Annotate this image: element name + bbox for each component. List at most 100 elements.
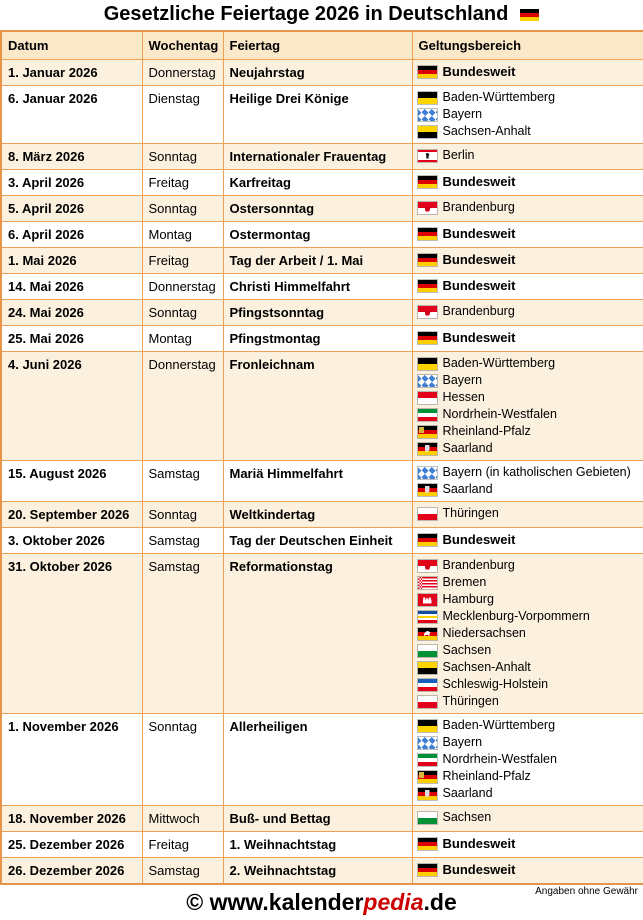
region-name: Bundesweit [442,330,516,345]
table-row: 6. April 2026 Montag Ostermontag Bundesweit [0,221,643,248]
date-cell: 3. April 2026 [0,169,143,196]
table-row: 1. Januar 2026 Donnerstag Neujahrstag Bunde… [0,59,643,86]
flag-by-icon [417,374,437,387]
page-header: Gesetzliche Feiertage 2026 in Deutschlan… [0,0,643,30]
copyright-prefix: © www.kalender [186,889,364,915]
regions-cell: Brandenburg [411,299,643,326]
region-name: Brandenburg [442,558,515,572]
region-name: Bundesweit [442,532,516,547]
holidays-table-body: 1. Januar 2026 Donnerstag Neujahrstag Bunde… [0,59,643,885]
page-title: Gesetzliche Feiertage 2026 in Deutschlan… [103,3,509,25]
region-item: Hamburg [417,591,639,608]
flag-sn-icon [417,811,437,824]
region-name: Bayern [442,107,483,121]
flag-rp-icon [417,425,437,438]
region-item: Sachsen [417,642,639,659]
weekday-cell: Freitag [141,831,224,858]
region-item: Brandenburg [417,199,639,216]
flag-by-icon [417,736,437,749]
table-row: 31. Oktober 2026 Samstag Reformationstag Br… [0,553,643,714]
holiday-cell: Reformationstag [222,553,413,714]
region-name: Brandenburg [442,304,515,318]
holiday-cell: Christi Himmelfahrt [222,273,413,300]
table-row: 6. Januar 2026 Dienstag Heilige Drei König… [0,85,643,144]
region-name: Sachsen [442,810,492,824]
region-item: Bundesweit [417,63,639,80]
region-item: Bundesweit [417,835,639,852]
date-cell: 1. Mai 2026 [0,247,143,274]
weekday-cell: Freitag [141,169,224,196]
flag-de-icon [417,331,437,344]
region-name: Rheinland-Pfalz [442,769,531,783]
region-item: Bundesweit [417,173,639,190]
region-name: Rheinland-Pfalz [442,424,531,438]
german-flag-icon [520,8,540,21]
weekday-cell: Sonntag [141,143,224,170]
region-name: Baden-Württemberg [442,90,556,104]
table-row: 14. Mai 2026 Donnerstag Christi Himmelfahr… [0,273,643,300]
flag-st-icon [417,125,437,138]
region-item: Bundesweit [417,531,639,548]
region-item: Sachsen-Anhalt [417,123,639,140]
region-item: Hessen [417,389,639,406]
table-row: 26. Dezember 2026 Samstag 2. Weihnachtstag… [0,857,643,885]
region-name: Brandenburg [442,200,515,214]
flag-hh-icon [417,593,437,606]
regions-cell: Bundesweit [411,247,643,274]
flag-nw-icon [417,408,437,421]
column-header-wochentag: Wochentag [141,30,224,60]
flag-rp-icon [417,770,437,783]
region-name: Hamburg [442,592,494,606]
holiday-cell: Ostersonntag [222,195,413,222]
regions-cell: Baden-Württemberg Bayern Hessen Nordrhein-W… [411,351,643,461]
table-row: 1. Mai 2026 Freitag Tag der Arbeit / 1. Ma… [0,247,643,274]
holiday-cell: Tag der Deutschen Einheit [222,527,413,554]
date-cell: 1. November 2026 [0,713,143,806]
weekday-cell: Donnerstag [141,351,224,461]
holiday-cell: 1. Weihnachtstag [222,831,413,858]
table-row: 3. Oktober 2026 Samstag Tag der Deutschen … [0,527,643,554]
column-header-geltungsbereich: Geltungsbereich [411,30,643,60]
regions-cell: Bundesweit [411,527,643,554]
region-item: Bundesweit [417,277,639,294]
column-header-feiertag: Feiertag [222,30,413,60]
flag-de-icon [417,533,437,546]
region-name: Saarland [442,786,493,800]
region-item: Sachsen-Anhalt [417,659,639,676]
weekday-cell: Montag [141,325,224,352]
regions-cell: Bundesweit [411,831,643,858]
region-item: Niedersachsen [417,625,639,642]
region-name: Bayern (in katholischen Gebieten) [442,465,631,479]
weekday-cell: Sonntag [141,501,224,528]
region-item: Baden-Württemberg [417,89,639,106]
regions-cell: Bundesweit [411,59,643,86]
flag-bb-icon [417,305,437,318]
weekday-cell: Mittwoch [141,805,224,832]
date-cell: 6. Januar 2026 [0,85,143,144]
flag-by-icon [417,108,437,121]
region-name: Mecklenburg-Vorpommern [442,609,590,623]
region-item: Brandenburg [417,557,639,574]
holiday-cell: Ostermontag [222,221,413,248]
weekday-cell: Samstag [141,857,224,885]
table-row: 1. November 2026 Sonntag Allerheiligen Bade… [0,713,643,806]
regions-cell: Berlin [411,143,643,170]
flag-bw-icon [417,719,437,732]
table-row: 24. Mai 2026 Sonntag Pfingstsonntag Branden… [0,299,643,326]
flag-st-icon [417,661,437,674]
regions-cell: Brandenburg Bremen Hamburg Mecklenburg-Vorp… [411,553,643,714]
region-name: Bremen [442,575,487,589]
regions-cell: Baden-Württemberg Bayern Nordrhein-Westfal… [411,713,643,806]
date-cell: 5. April 2026 [0,195,143,222]
region-name: Niedersachsen [442,626,526,640]
regions-cell: Bayern (in katholischen Gebieten) Saarlan… [411,460,643,502]
region-name: Nordrhein-Westfalen [442,752,557,766]
region-item: Bundesweit [417,329,639,346]
flag-be-icon [417,149,437,162]
date-cell: 14. Mai 2026 [0,273,143,300]
region-name: Bundesweit [442,64,516,79]
region-item: Nordrhein-Westfalen [417,406,639,423]
regions-cell: Bundesweit [411,325,643,352]
region-item: Nordrhein-Westfalen [417,751,639,768]
flag-de-icon [417,837,437,850]
